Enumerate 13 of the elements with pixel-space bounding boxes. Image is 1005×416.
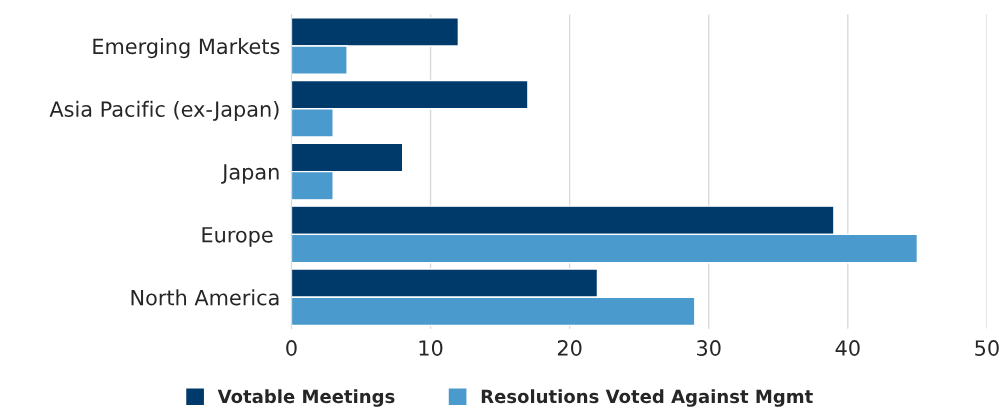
- x-tick-label: 30: [697, 340, 721, 356]
- x-tick-label: 50: [975, 340, 999, 356]
- y-tick-label: Japan: [221, 164, 279, 184]
- y-tick-label: Asia Pacific (ex-Japan): [49, 100, 279, 122]
- x-tick-label: 10: [419, 340, 443, 356]
- y-tick-label: Europe: [202, 227, 273, 247]
- x-tick-label: 0: [286, 340, 297, 356]
- legend-label: Votable Meetings: [217, 389, 395, 407]
- x-tick-label: 40: [835, 340, 860, 356]
- y-tick-label: North America: [131, 289, 279, 306]
- y-tick-label: Emerging Markets: [93, 38, 280, 59]
- legend-label: Resolutions Voted Against Mgmt: [481, 389, 813, 407]
- x-tick-label: 20: [557, 340, 582, 356]
